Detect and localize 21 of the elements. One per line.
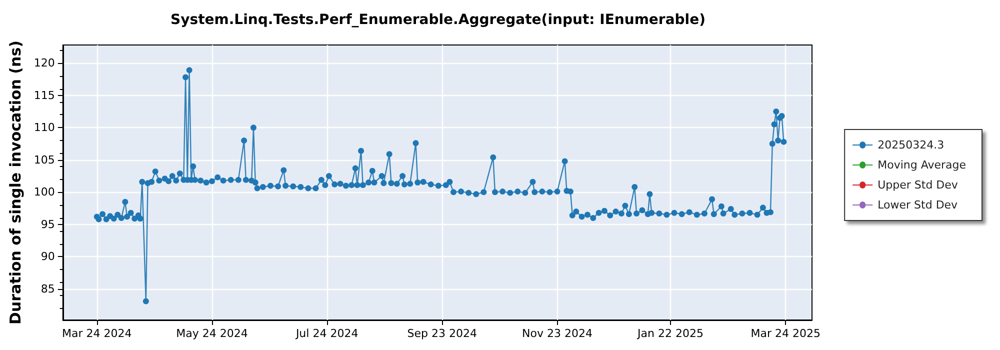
y-axis-title: Duration of single invocation (ns) — [6, 40, 24, 324]
y-tick-label: 115 — [34, 88, 55, 102]
y-tick-label: 85 — [40, 282, 55, 296]
legend-label: 20250324.3 — [878, 138, 944, 152]
x-tick-label: Sep 23 2024 — [407, 327, 478, 340]
y-tick-label: 95 — [40, 218, 55, 231]
y-tick-label: 105 — [34, 153, 55, 166]
y-tick-label: 100 — [34, 186, 55, 199]
chart-title: System.Linq.Tests.Perf_Enumerable.Aggregate(input: IEnumerable) — [170, 12, 706, 28]
x-tick-label: Jan 22 2025 — [636, 327, 704, 340]
legend-label: Moving Average — [878, 158, 966, 172]
x-tick-label: Nov 23 2024 — [522, 327, 592, 340]
y-tick-label: 120 — [34, 56, 55, 70]
x-tick-label: Mar 24 2025 — [750, 327, 820, 340]
x-tick-label: Jul 24 2024 — [294, 327, 358, 340]
legend-label: Lower Std Dev — [878, 198, 958, 212]
x-tick-label: May 24 2024 — [176, 327, 248, 340]
y-tick-label: 110 — [34, 121, 55, 134]
legend-label: Upper Std Dev — [878, 178, 958, 192]
y-tick-label: 90 — [40, 250, 55, 264]
x-tick-label: Mar 24 2024 — [62, 327, 132, 340]
